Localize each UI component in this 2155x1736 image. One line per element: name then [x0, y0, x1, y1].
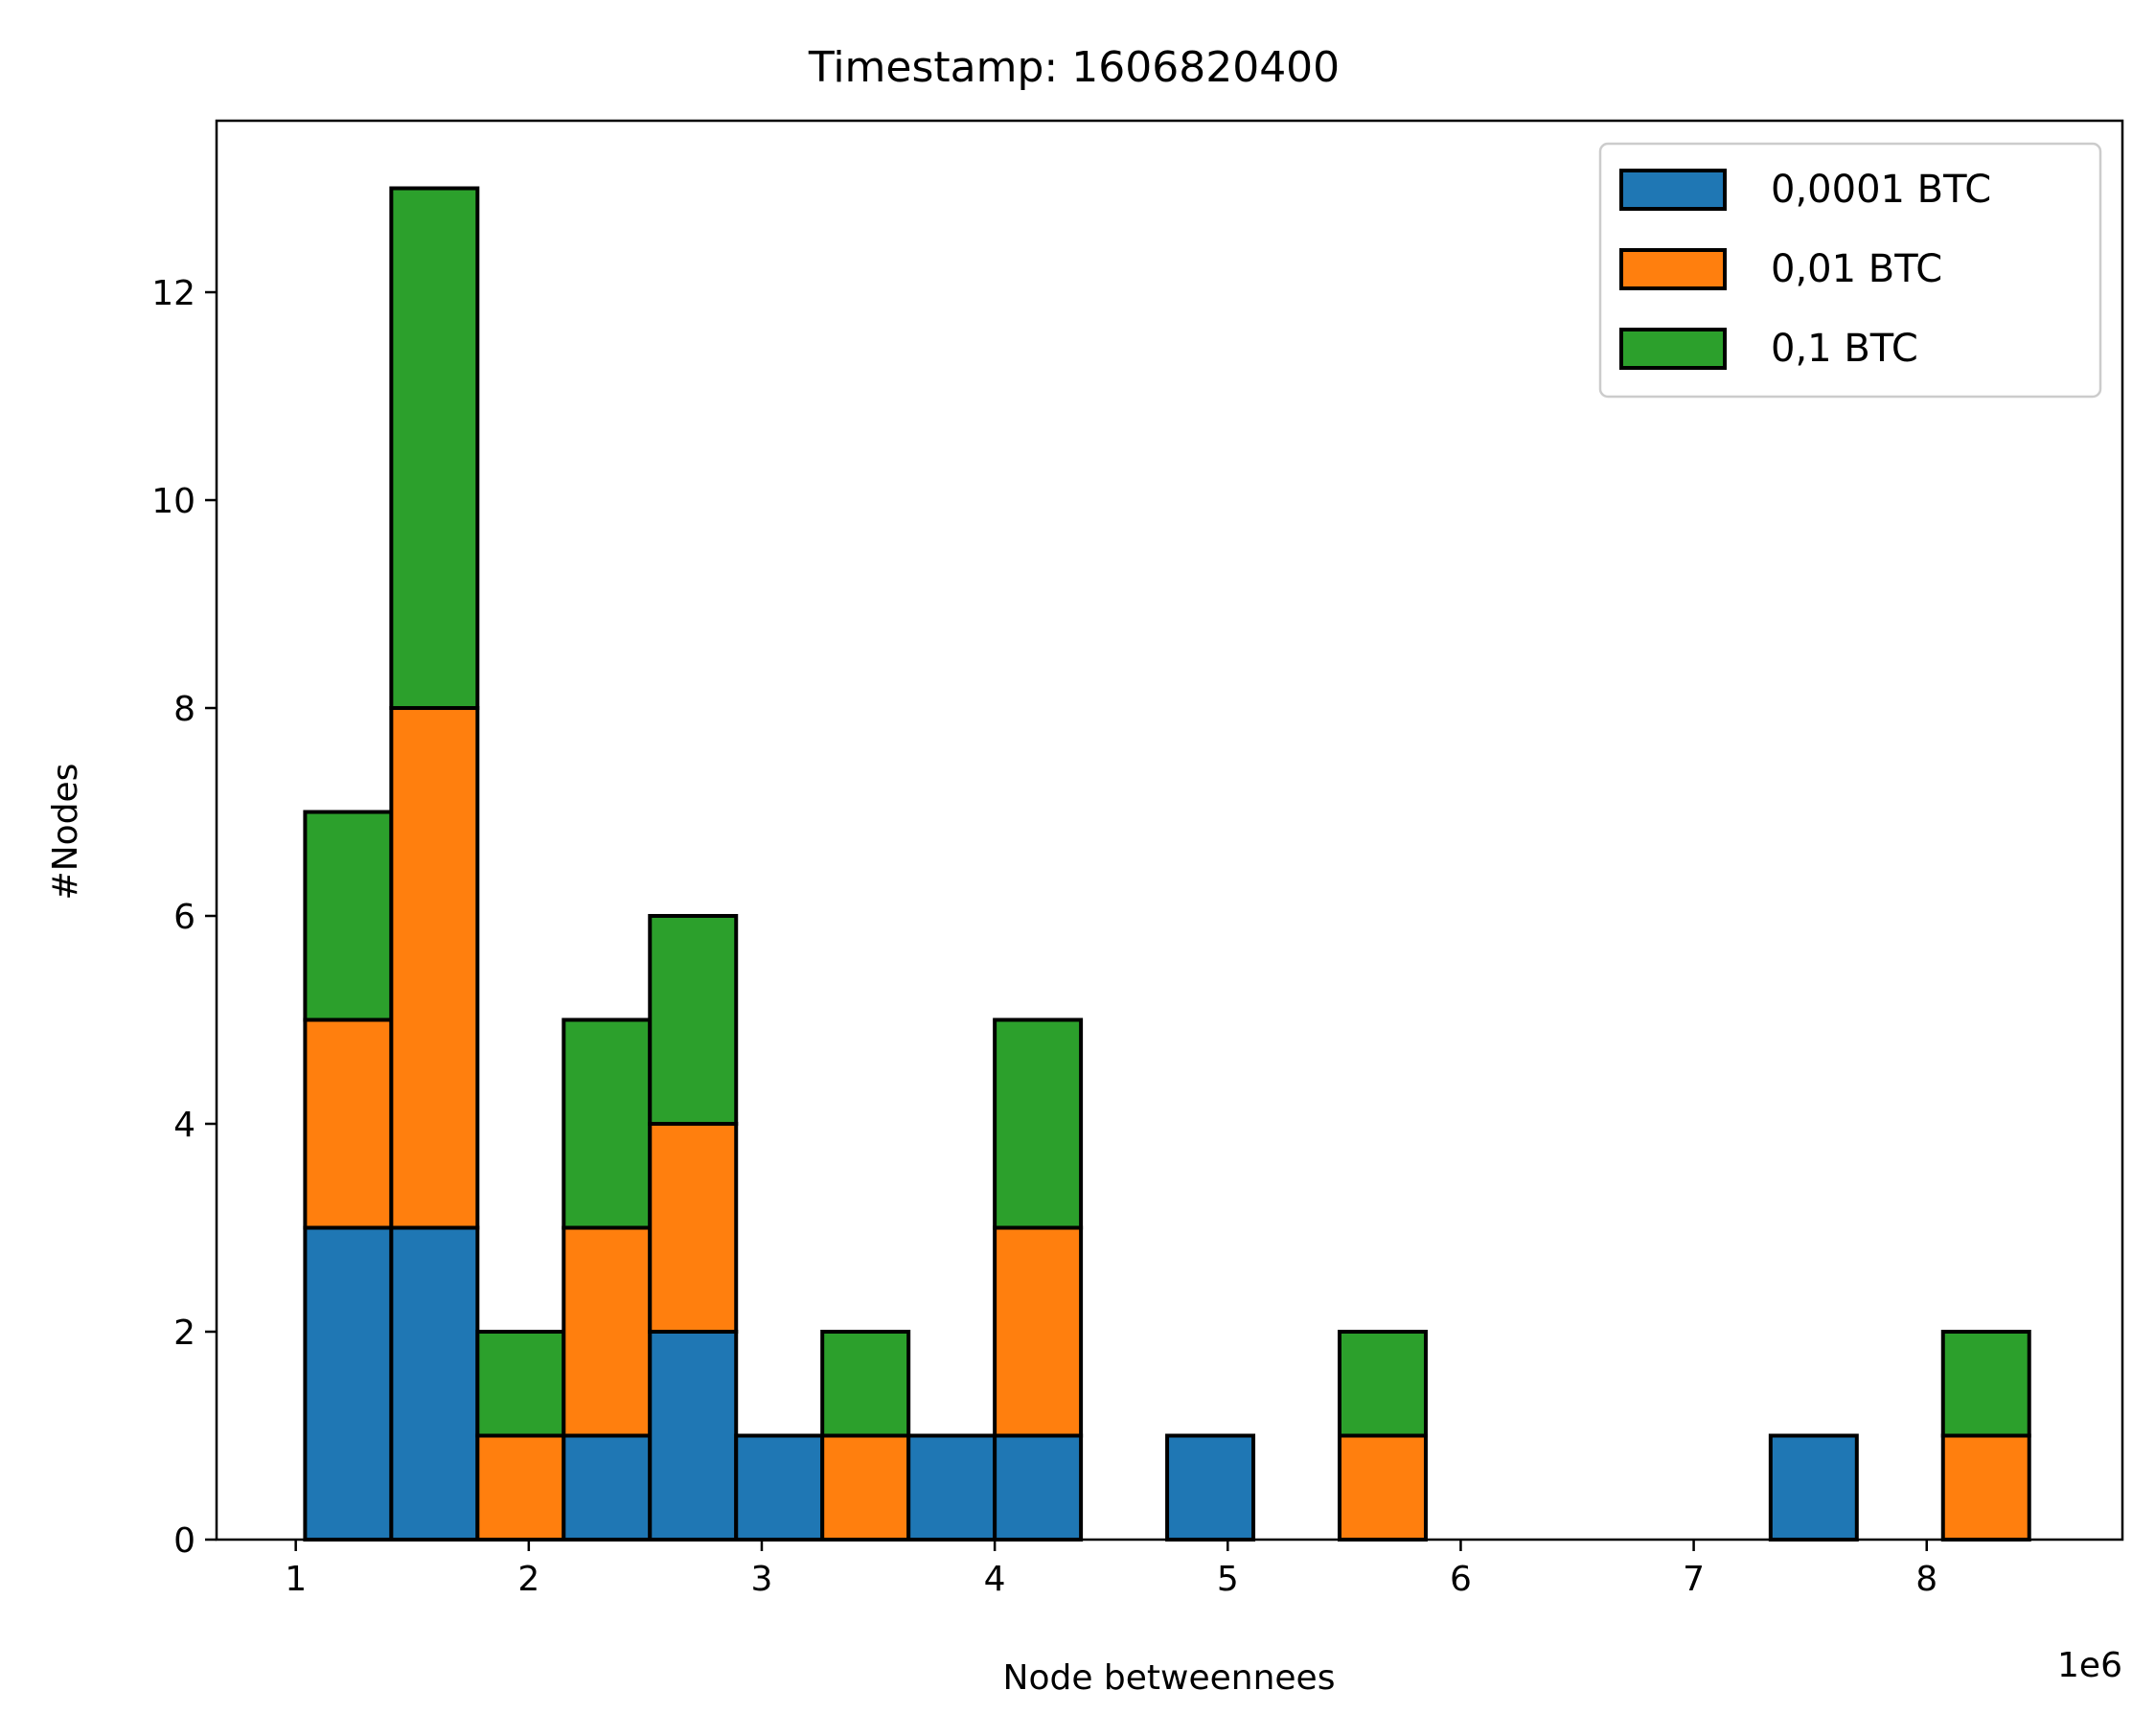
x-tick-label: 8: [1915, 1560, 1937, 1599]
bar-1-11: [1165, 1433, 1256, 1542]
legend-label-1: 0,0001 BTC: [1771, 168, 1991, 212]
bar-3-20: [1940, 1330, 2031, 1438]
bar-1-4: [562, 1433, 653, 1542]
y-axis-ticks: 0 2 4 6 8 10 12: [151, 274, 217, 1561]
legend-swatch-2: [1619, 248, 1727, 290]
bar-1-6: [734, 1433, 825, 1542]
plot-frame: [215, 119, 2124, 1542]
y-tick-label: 0: [173, 1521, 195, 1561]
legend-swatch-3: [1619, 328, 1727, 370]
bar-1-9: [993, 1433, 1084, 1542]
bar-2-4: [562, 1225, 653, 1438]
x-tick-label: 6: [1450, 1560, 1472, 1599]
bar-1-5: [648, 1330, 739, 1542]
chart-title: Timestamp: 1606820400: [808, 43, 1340, 92]
bar-3-3: [475, 1330, 566, 1438]
legend-label-3: 0,1 BTC: [1771, 327, 1918, 371]
bar-1-8: [906, 1433, 997, 1542]
bar-1-2: [389, 1225, 480, 1542]
legend-swatch-1: [1619, 169, 1727, 211]
bar-3-7: [820, 1330, 911, 1438]
y-tick-label: 4: [173, 1106, 195, 1145]
bar-2-20: [1940, 1433, 2031, 1542]
y-axis-label: #Nodes: [46, 764, 85, 901]
bar-2-3: [475, 1433, 566, 1542]
bar-3-5: [648, 914, 739, 1127]
x-axis-ticks: 1 2 3 4 5 6 7 8: [285, 1540, 1937, 1599]
legend: 0,0001 BTC 0,01 BTC 0,1 BTC: [1598, 142, 2102, 399]
y-tick-label: 6: [173, 898, 195, 937]
bar-3-1: [303, 810, 394, 1022]
y-tick-label: 10: [151, 482, 195, 521]
x-tick-label: 2: [517, 1560, 539, 1599]
bars-layer: [303, 186, 2031, 1542]
bar-3-13: [1338, 1330, 1428, 1438]
bar-3-9: [993, 1017, 1084, 1230]
bar-2-13: [1338, 1433, 1428, 1542]
bar-2-5: [648, 1122, 739, 1335]
x-tick-label: 4: [984, 1560, 1006, 1599]
x-tick-label: 5: [1217, 1560, 1239, 1599]
y-tick-label: 8: [173, 690, 195, 729]
legend-label-2: 0,01 BTC: [1771, 247, 1942, 291]
y-tick-label: 2: [173, 1313, 195, 1353]
bar-1-1: [303, 1225, 394, 1542]
bar-1-18: [1768, 1433, 1859, 1542]
bar-2-1: [303, 1017, 394, 1230]
bar-2-2: [389, 706, 480, 1230]
bar-3-4: [562, 1017, 653, 1230]
x-axis-offset-label: 1e6: [2057, 1646, 2122, 1685]
y-tick-label: 12: [151, 274, 195, 313]
bar-3-2: [389, 186, 480, 711]
x-tick-label: 3: [751, 1560, 773, 1599]
x-tick-label: 7: [1683, 1560, 1705, 1599]
x-tick-label: 1: [285, 1560, 307, 1599]
bar-2-9: [993, 1225, 1084, 1438]
bar-2-7: [820, 1433, 911, 1542]
x-axis-label: Node betweennees: [1003, 1658, 1336, 1698]
